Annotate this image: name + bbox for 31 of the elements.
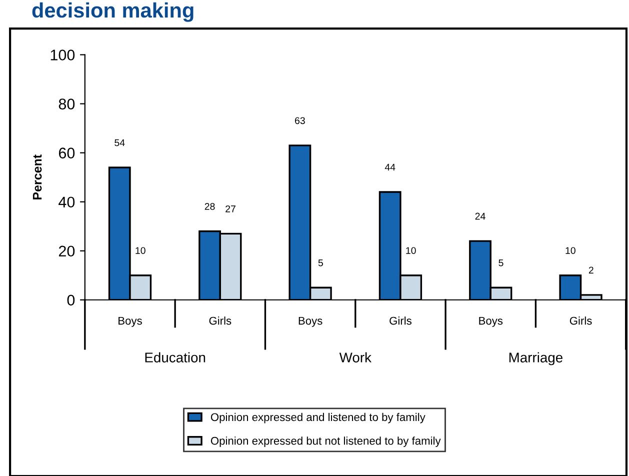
data-label: 63 bbox=[295, 117, 305, 124]
chart-title: decision making bbox=[32, 2, 194, 22]
x-tick-label: Girls bbox=[390, 316, 412, 325]
text: Work bbox=[339, 352, 372, 362]
x-tick-label: Boys bbox=[479, 316, 503, 327]
data-label: 10 bbox=[406, 247, 416, 254]
data-label: 5 bbox=[498, 259, 504, 266]
data-label: 27 bbox=[226, 205, 236, 212]
data-label: 54 bbox=[114, 139, 125, 146]
data-label: 10 bbox=[566, 247, 576, 254]
y-tick-label: 100 bbox=[50, 50, 75, 60]
y-tick-label: 20 bbox=[58, 246, 75, 257]
data-label: 10 bbox=[136, 247, 146, 254]
data-label: 2 bbox=[588, 266, 594, 274]
legend-label: Opinion expressed but not listened to by family bbox=[210, 436, 441, 447]
data-label: 5 bbox=[318, 259, 323, 266]
text: Marriage bbox=[509, 352, 562, 366]
y-axis-title: Percent bbox=[32, 154, 42, 200]
legend-label: Opinion expressed and listened to by family bbox=[210, 412, 426, 424]
y-tick-label: 60 bbox=[58, 148, 75, 158]
y-tick-label: 0 bbox=[67, 294, 75, 306]
data-label: 24 bbox=[475, 212, 486, 220]
x-tick-label: Girls bbox=[570, 316, 592, 325]
x-tick-label: Girls bbox=[209, 316, 232, 325]
text: Education bbox=[145, 352, 206, 362]
x-tick-label: Boys bbox=[298, 316, 322, 327]
data-label: 44 bbox=[384, 164, 396, 171]
y-tick-label: 80 bbox=[58, 98, 75, 110]
x-tick-label: Boys bbox=[118, 316, 142, 327]
data-label: 28 bbox=[204, 202, 215, 210]
y-tick-label: 40 bbox=[58, 196, 75, 208]
